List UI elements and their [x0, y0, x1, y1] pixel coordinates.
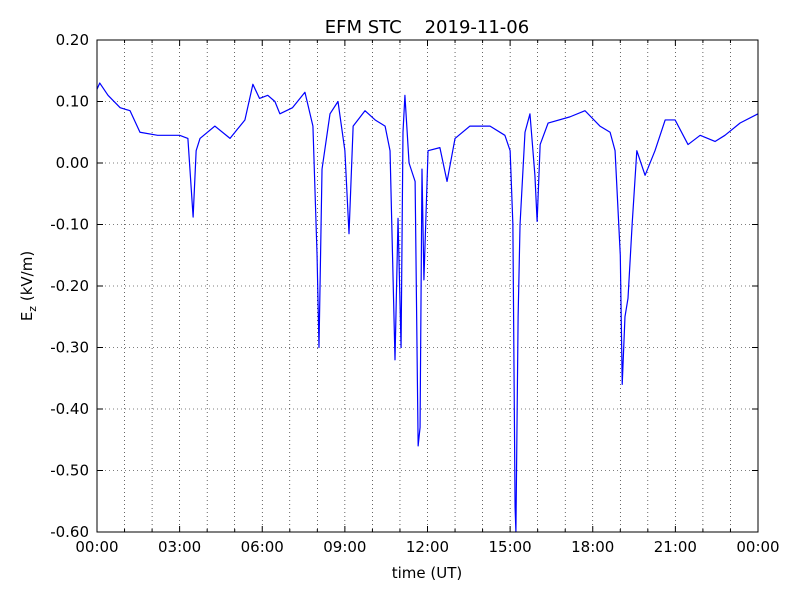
x-axis-label: time (UT) [392, 564, 463, 582]
y-tick-label: 0.10 [56, 93, 89, 111]
y-label-sub: z [26, 306, 39, 312]
x-tick-label: 21:00 [654, 538, 697, 556]
y-tick-label: 0.20 [56, 31, 89, 49]
x-tick-label: 06:00 [241, 538, 284, 556]
x-tick-label: 00:00 [75, 538, 118, 556]
y-tick-label: -0.60 [50, 523, 89, 541]
x-tick-label: 12:00 [406, 538, 449, 556]
x-tick-label: 09:00 [323, 538, 366, 556]
y-label-unit: (kV/m) [18, 251, 36, 306]
x-tick-label: 00:00 [736, 538, 779, 556]
y-axis-label: Ez (kV/m) [18, 251, 39, 321]
y-tick-label: -0.50 [50, 462, 89, 480]
y-tick-label: -0.20 [50, 277, 89, 295]
chart-title: EFM STC 2019-11-06 [325, 17, 529, 38]
y-tick-label: -0.10 [50, 216, 89, 234]
data-line [96, 82, 759, 533]
x-tick-label: 18:00 [571, 538, 614, 556]
x-tick-label: 03:00 [158, 538, 201, 556]
y-label-main: E [18, 312, 36, 321]
x-tick-label: 15:00 [489, 538, 532, 556]
y-tick-label: -0.30 [50, 339, 89, 357]
y-tick-label: 0.00 [56, 154, 89, 172]
plot-frame [96, 39, 759, 533]
y-tick-label: -0.40 [50, 400, 89, 418]
